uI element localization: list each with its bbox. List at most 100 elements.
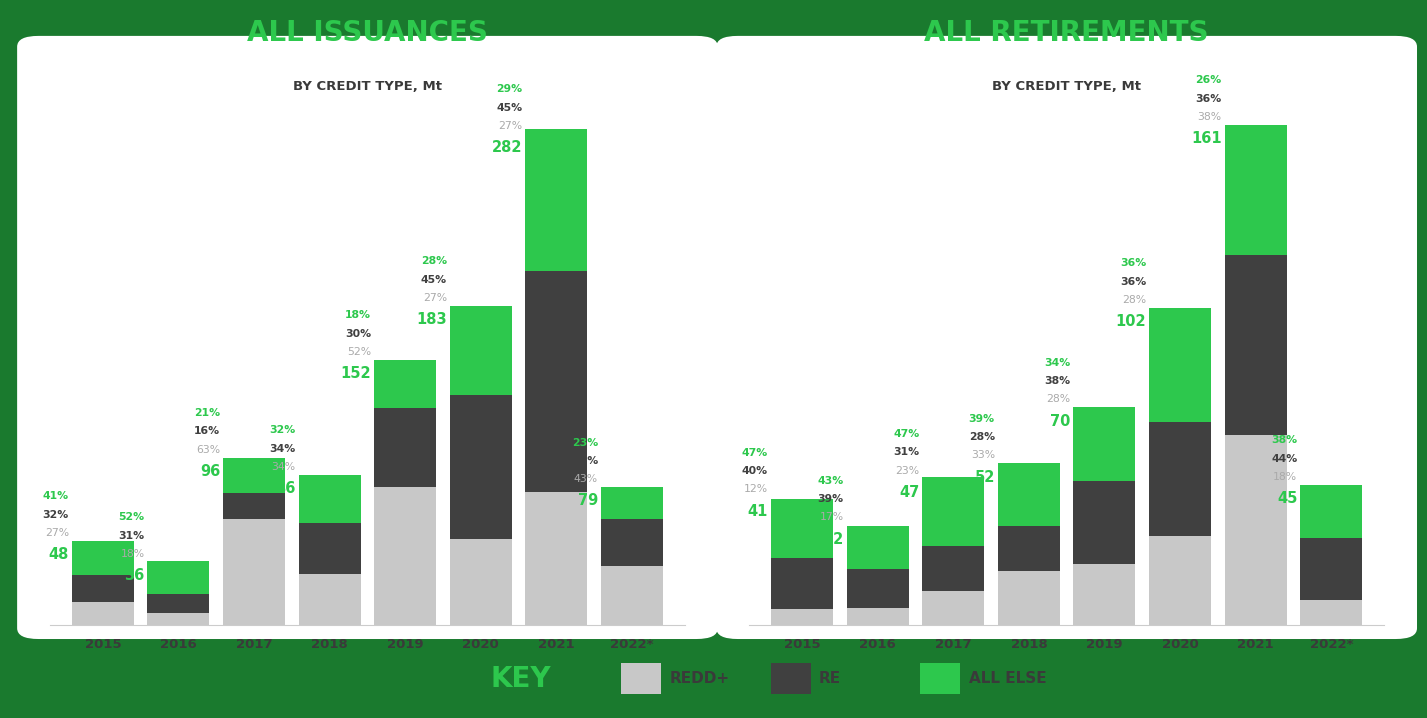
- Text: 45: 45: [1277, 491, 1297, 506]
- Bar: [922, 591, 985, 625]
- Text: 27%: 27%: [422, 293, 447, 303]
- Text: 47%: 47%: [742, 448, 768, 458]
- Text: KEY: KEY: [491, 665, 551, 692]
- Text: BY CREDIT TYPE, Mt: BY CREDIT TYPE, Mt: [293, 80, 442, 93]
- Bar: [846, 526, 909, 569]
- Text: 29%: 29%: [497, 84, 522, 94]
- Bar: [997, 463, 1060, 526]
- Text: 183: 183: [417, 312, 447, 327]
- Text: 34%: 34%: [572, 456, 598, 466]
- Bar: [298, 475, 361, 523]
- Bar: [1073, 564, 1136, 625]
- Text: 27%: 27%: [44, 528, 68, 538]
- Bar: [846, 607, 909, 625]
- Text: 32%: 32%: [270, 425, 295, 435]
- Text: 34%: 34%: [271, 462, 295, 472]
- Bar: [223, 457, 285, 493]
- Text: 40%: 40%: [742, 466, 768, 476]
- Text: 32: 32: [823, 531, 843, 546]
- Text: 38%: 38%: [1271, 435, 1297, 445]
- Bar: [525, 271, 588, 492]
- Text: 36%: 36%: [1120, 258, 1146, 269]
- Text: RE: RE: [819, 671, 842, 686]
- Text: 31%: 31%: [118, 531, 144, 541]
- Bar: [1300, 538, 1363, 600]
- Text: 48: 48: [49, 547, 68, 562]
- Bar: [771, 610, 833, 625]
- Text: 26%: 26%: [1196, 75, 1222, 85]
- Text: 36: 36: [124, 569, 144, 583]
- Bar: [525, 129, 588, 271]
- Text: 86: 86: [275, 481, 295, 496]
- Bar: [997, 572, 1060, 625]
- Bar: [1224, 434, 1287, 625]
- Text: 161: 161: [1192, 131, 1222, 146]
- Text: 45%: 45%: [421, 275, 447, 285]
- Text: 28%: 28%: [1122, 295, 1146, 305]
- Bar: [450, 538, 512, 625]
- Bar: [1224, 255, 1287, 434]
- Text: 16%: 16%: [194, 426, 220, 437]
- Bar: [771, 498, 833, 559]
- Text: 12%: 12%: [743, 485, 768, 495]
- Text: ALL RETIREMENTS: ALL RETIREMENTS: [925, 19, 1209, 47]
- Bar: [298, 574, 361, 625]
- Bar: [71, 602, 134, 625]
- Text: 63%: 63%: [195, 444, 220, 454]
- Bar: [1300, 600, 1363, 625]
- Text: 38%: 38%: [1045, 376, 1070, 386]
- Text: 47: 47: [899, 485, 919, 500]
- Text: 102: 102: [1116, 314, 1146, 330]
- Text: 28%: 28%: [969, 432, 995, 442]
- Bar: [922, 477, 985, 546]
- Text: 44%: 44%: [1271, 454, 1297, 464]
- Bar: [374, 360, 437, 408]
- Text: 32%: 32%: [43, 510, 68, 520]
- Text: 45%: 45%: [497, 103, 522, 113]
- Bar: [223, 519, 285, 625]
- Text: 43%: 43%: [818, 475, 843, 485]
- Text: 43%: 43%: [574, 475, 598, 484]
- Text: 52: 52: [975, 470, 995, 485]
- Text: 23%: 23%: [572, 437, 598, 447]
- Bar: [771, 559, 833, 610]
- Bar: [1224, 125, 1287, 255]
- Text: 96: 96: [200, 464, 220, 479]
- Text: ALL ISSUANCES: ALL ISSUANCES: [247, 19, 488, 47]
- Bar: [1149, 308, 1212, 422]
- Text: 152: 152: [341, 366, 371, 381]
- Bar: [374, 408, 437, 487]
- Bar: [997, 526, 1060, 572]
- Text: 23%: 23%: [895, 466, 919, 476]
- Text: 39%: 39%: [969, 414, 995, 424]
- Text: REDD+: REDD+: [669, 671, 729, 686]
- Text: 41: 41: [748, 504, 768, 518]
- Bar: [298, 523, 361, 574]
- Bar: [1300, 485, 1363, 538]
- Text: ALL ELSE: ALL ELSE: [969, 671, 1046, 686]
- Bar: [71, 541, 134, 575]
- Bar: [922, 546, 985, 591]
- Text: 28%: 28%: [421, 256, 447, 266]
- Text: 52%: 52%: [118, 513, 144, 523]
- Bar: [71, 575, 134, 602]
- Text: 38%: 38%: [1197, 112, 1222, 122]
- Text: 27%: 27%: [498, 121, 522, 131]
- Text: 34%: 34%: [1045, 358, 1070, 368]
- Bar: [601, 519, 664, 566]
- Text: 17%: 17%: [819, 513, 843, 523]
- Bar: [1149, 422, 1212, 536]
- Bar: [846, 569, 909, 607]
- Bar: [223, 493, 285, 519]
- Text: 39%: 39%: [818, 494, 843, 504]
- Text: 36%: 36%: [1120, 276, 1146, 286]
- Bar: [147, 613, 210, 625]
- Text: BY CREDIT TYPE, Mt: BY CREDIT TYPE, Mt: [992, 80, 1142, 93]
- Text: 36%: 36%: [1196, 93, 1222, 103]
- Bar: [601, 566, 664, 625]
- Bar: [1073, 407, 1136, 481]
- Bar: [1149, 536, 1212, 625]
- Bar: [525, 492, 588, 625]
- Bar: [374, 487, 437, 625]
- Text: 31%: 31%: [893, 447, 919, 457]
